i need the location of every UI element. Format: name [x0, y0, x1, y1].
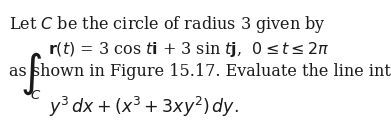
Text: Let $C$ be the circle of radius 3 given by: Let $C$ be the circle of radius 3 given … [9, 14, 326, 35]
Text: $y^3\, dx + (x^3 + 3xy^2)\, dy.$: $y^3\, dx + (x^3 + 3xy^2)\, dy.$ [49, 95, 239, 119]
Text: $C$: $C$ [30, 89, 41, 102]
Text: $\mathbf{r}$$(t)$ = 3 cos $t$$\mathbf{i}$ + 3 sin $t$$\mathbf{j}$,  $0 \leq t \l: $\mathbf{r}$$(t)$ = 3 cos $t$$\mathbf{i}… [48, 40, 329, 59]
Text: $\int$: $\int$ [20, 50, 42, 97]
Text: as shown in Figure 15.17. Evaluate the line integral: as shown in Figure 15.17. Evaluate the l… [9, 63, 391, 80]
